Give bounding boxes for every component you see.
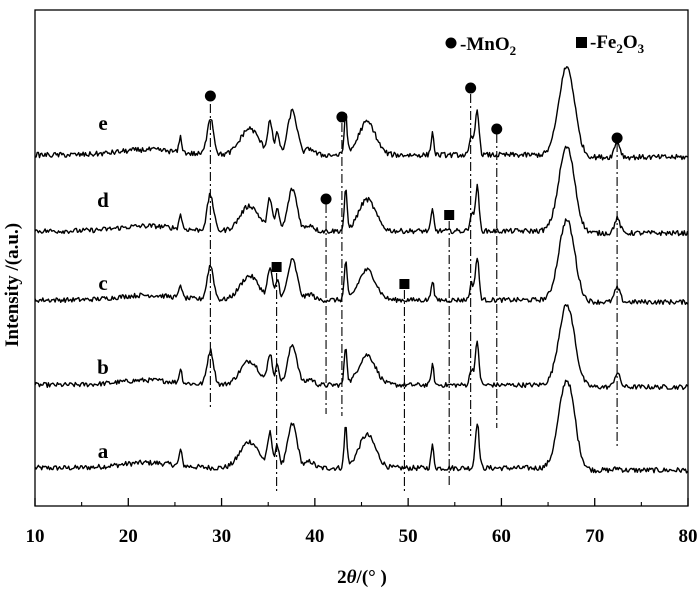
fe2o3-peak-marker bbox=[444, 210, 455, 220]
curve-label-e: e bbox=[98, 111, 107, 135]
mno2-peak-marker bbox=[320, 193, 332, 205]
fe2o3-peak-marker bbox=[271, 262, 282, 272]
trace-d bbox=[34, 145, 689, 237]
x-tick-label: 60 bbox=[492, 526, 511, 547]
x-tick-label: 80 bbox=[679, 526, 698, 547]
plot-frame bbox=[34, 9, 689, 507]
curve-label-a: a bbox=[98, 439, 109, 463]
trace-e bbox=[34, 66, 689, 161]
trace-c bbox=[34, 218, 689, 305]
mno2-peak-marker bbox=[204, 90, 216, 102]
mno2-peak-marker bbox=[336, 111, 348, 123]
legend-mno2-marker bbox=[445, 37, 457, 49]
curve-label-b: b bbox=[97, 355, 109, 379]
x-tick-label: 70 bbox=[585, 526, 604, 547]
curve-labels: a b c d e bbox=[97, 111, 109, 463]
x-tick-label: 30 bbox=[212, 526, 231, 547]
legend-fe2o3-label: -Fe2O3 bbox=[590, 32, 645, 56]
x-ticks: 10 20 30 40 50 60 70 80 bbox=[26, 498, 698, 547]
x-tick-label: 20 bbox=[119, 526, 138, 547]
x-tick-label: 40 bbox=[305, 526, 324, 547]
peak-markers bbox=[204, 82, 623, 289]
fe2o3-peak-marker bbox=[399, 279, 410, 289]
legend-mno2-label: -MnO2 bbox=[460, 34, 516, 58]
trace-b bbox=[34, 304, 689, 391]
mno2-peak-marker bbox=[611, 132, 623, 144]
curve-label-d: d bbox=[97, 188, 109, 212]
mno2-peak-marker bbox=[465, 82, 477, 94]
legend-fe2o3-marker bbox=[576, 37, 587, 48]
traces bbox=[34, 66, 689, 474]
x-axis-title: 2θ/(° ) bbox=[337, 567, 387, 588]
reference-lines bbox=[209, 94, 618, 494]
legend: -MnO2 -Fe2O3 bbox=[445, 32, 645, 58]
x-tick-label: 10 bbox=[26, 526, 45, 547]
curve-label-c: c bbox=[98, 271, 107, 295]
trace-a bbox=[34, 379, 689, 474]
y-axis-title: Intensity /(a.u.) bbox=[2, 223, 23, 347]
x-tick-label: 50 bbox=[399, 526, 418, 547]
mno2-peak-marker bbox=[491, 123, 503, 135]
